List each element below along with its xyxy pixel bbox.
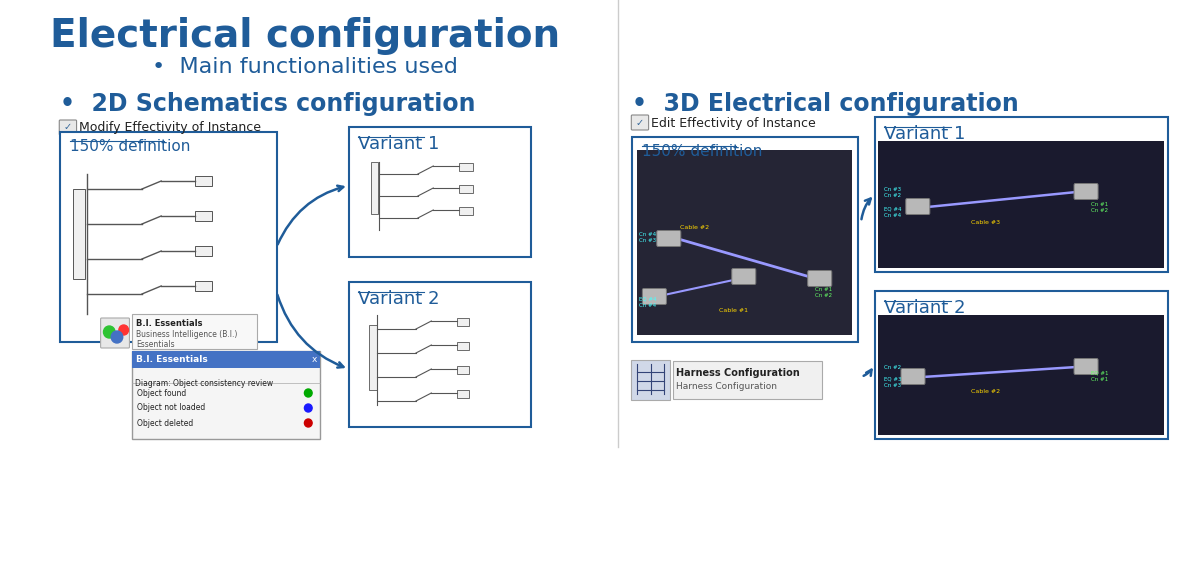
Text: EQ #1
Cn #1: EQ #1 Cn #1 <box>1091 371 1109 382</box>
FancyBboxPatch shape <box>1074 184 1098 200</box>
Text: •  Main functionalities used: • Main functionalities used <box>152 57 458 77</box>
Text: Object not loaded: Object not loaded <box>138 403 205 413</box>
FancyBboxPatch shape <box>369 325 376 390</box>
Text: Cn #2: Cn #2 <box>884 365 901 370</box>
Text: ✓: ✓ <box>636 118 645 128</box>
Text: EQ #3
Cn #3: EQ #3 Cn #3 <box>884 377 902 388</box>
Text: 150% definition: 150% definition <box>642 144 762 159</box>
FancyBboxPatch shape <box>132 314 258 349</box>
Text: Object deleted: Object deleted <box>138 419 193 427</box>
Text: Cable #2: Cable #2 <box>680 225 710 230</box>
Text: •  2D Schematics configuration: • 2D Schematics configuration <box>61 92 476 116</box>
Text: B.I. Essentials: B.I. Essentials <box>137 319 203 328</box>
FancyBboxPatch shape <box>878 141 1164 268</box>
Text: Diagram: Object consistency review: Diagram: Object consistency review <box>135 379 273 388</box>
Text: Variant 2: Variant 2 <box>358 290 439 308</box>
FancyBboxPatch shape <box>59 120 77 135</box>
FancyBboxPatch shape <box>195 281 212 291</box>
FancyBboxPatch shape <box>195 176 212 186</box>
Text: ✓: ✓ <box>64 122 72 132</box>
Text: Cn #4
Cn #3: Cn #4 Cn #3 <box>639 232 656 243</box>
Text: Cn #1
Cn #2: Cn #1 Cn #2 <box>1091 202 1107 213</box>
Text: Cable #3: Cable #3 <box>971 220 999 225</box>
FancyBboxPatch shape <box>878 315 1164 435</box>
Circle shape <box>112 331 122 343</box>
Text: Variant 2: Variant 2 <box>884 299 966 317</box>
FancyBboxPatch shape <box>72 189 85 279</box>
Text: Modify Effectivity of Instance: Modify Effectivity of Instance <box>80 120 261 133</box>
FancyBboxPatch shape <box>642 288 666 305</box>
Text: Cable #1: Cable #1 <box>719 308 748 313</box>
FancyBboxPatch shape <box>459 163 472 171</box>
Text: Business Intelligence (B.I.): Business Intelligence (B.I.) <box>137 330 237 339</box>
FancyBboxPatch shape <box>457 342 469 350</box>
FancyBboxPatch shape <box>631 115 648 130</box>
Text: Cable #2: Cable #2 <box>971 389 999 394</box>
FancyBboxPatch shape <box>459 207 472 215</box>
FancyBboxPatch shape <box>195 246 212 256</box>
Text: Harness Configuration: Harness Configuration <box>677 368 800 378</box>
Text: Harness Configuration: Harness Configuration <box>677 382 777 391</box>
Text: Variant 1: Variant 1 <box>884 125 965 143</box>
Text: B.I. Essentials: B.I. Essentials <box>137 355 208 363</box>
FancyBboxPatch shape <box>656 231 681 247</box>
Text: Object found: Object found <box>138 389 186 397</box>
Circle shape <box>119 325 128 335</box>
FancyBboxPatch shape <box>132 351 319 368</box>
FancyBboxPatch shape <box>457 366 469 374</box>
FancyBboxPatch shape <box>349 282 532 427</box>
FancyBboxPatch shape <box>875 117 1168 272</box>
Text: EQ #4
Cn #4: EQ #4 Cn #4 <box>639 297 656 308</box>
FancyBboxPatch shape <box>370 162 379 214</box>
FancyBboxPatch shape <box>807 271 832 286</box>
FancyBboxPatch shape <box>673 361 821 399</box>
Text: Edit Effectivity of Instance: Edit Effectivity of Instance <box>652 116 817 130</box>
FancyBboxPatch shape <box>875 291 1168 439</box>
Text: EQ #4
Cn #4: EQ #4 Cn #4 <box>884 207 902 218</box>
FancyBboxPatch shape <box>61 132 277 342</box>
FancyBboxPatch shape <box>637 150 852 335</box>
FancyBboxPatch shape <box>631 360 669 400</box>
FancyBboxPatch shape <box>906 198 929 214</box>
FancyBboxPatch shape <box>457 390 469 398</box>
Text: •  3D Electrical configuration: • 3D Electrical configuration <box>633 92 1018 116</box>
Circle shape <box>304 389 312 397</box>
FancyBboxPatch shape <box>459 185 472 193</box>
Text: Variant 1: Variant 1 <box>358 135 439 153</box>
FancyBboxPatch shape <box>349 127 532 257</box>
Text: Cn #3
Cn #2: Cn #3 Cn #2 <box>884 187 901 198</box>
Text: Cn #1
Cn #2: Cn #1 Cn #2 <box>815 287 832 298</box>
Circle shape <box>304 404 312 412</box>
FancyBboxPatch shape <box>901 369 925 384</box>
FancyBboxPatch shape <box>1074 359 1098 375</box>
Text: Essentials: Essentials <box>137 340 174 349</box>
FancyBboxPatch shape <box>195 211 212 221</box>
FancyBboxPatch shape <box>457 318 469 326</box>
FancyBboxPatch shape <box>731 268 756 285</box>
Text: x: x <box>312 355 317 363</box>
Text: Electrical configuration: Electrical configuration <box>50 17 560 55</box>
FancyBboxPatch shape <box>101 318 129 348</box>
Text: 150% definition: 150% definition <box>70 139 190 154</box>
FancyBboxPatch shape <box>132 351 319 439</box>
FancyBboxPatch shape <box>633 137 858 342</box>
Circle shape <box>103 326 115 338</box>
Circle shape <box>304 419 312 427</box>
